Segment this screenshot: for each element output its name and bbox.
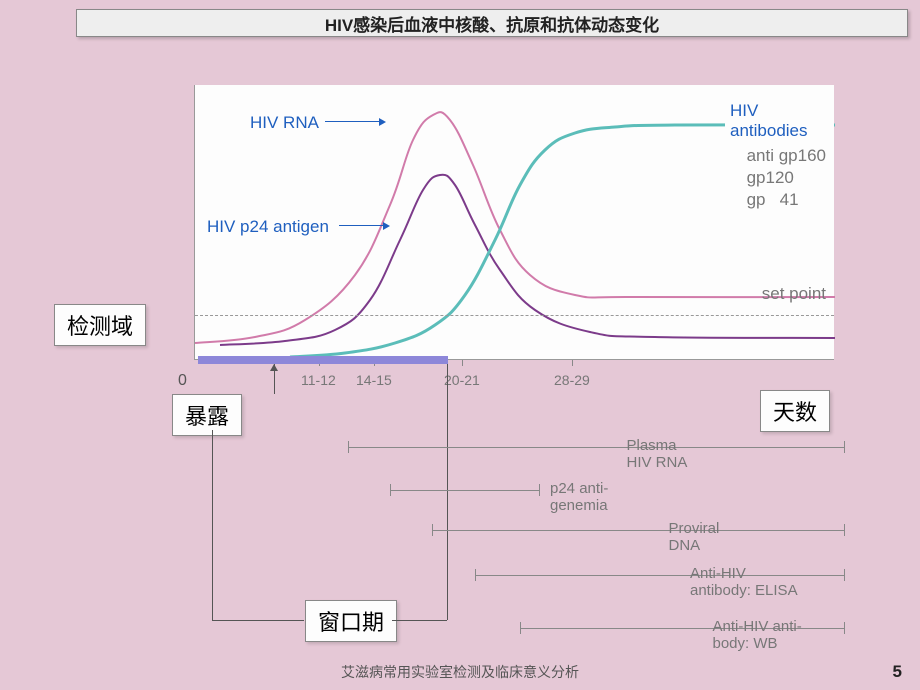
days-label: 天数 [760,390,830,432]
slide-title: HIV感染后血液中核酸、抗原和抗体动态变化 [325,11,659,36]
timeline-label: Anti-HIV anti-body: WB [713,618,802,652]
anti-gp-note: anti gp160 gp120 gp 41 [747,145,826,211]
p24-arrow [339,225,389,226]
x-tick-label: 14-15 [356,372,392,388]
timeline-bar [432,530,845,531]
x-tick-label: 20-21 [444,372,480,388]
detection-threshold-line [195,315,834,316]
window-connector-h-left [212,620,304,621]
window-label: 窗口期 [305,600,397,642]
exposure-arrowhead [270,364,278,371]
window-connector-h-right [392,620,447,621]
curve-p24 [220,175,835,345]
exposure-label: 暴露 [172,394,242,436]
timeline-label: ProviralDNA [669,520,720,554]
footer-text: 艾滋病常用实验室检测及临床意义分析 [0,662,920,682]
x-tick-label: 28-29 [554,372,590,388]
timeline-bar [390,490,540,491]
timeline-label: p24 anti-genemia [550,480,608,514]
timeline-label: Anti-HIVantibody: ELISA [690,565,798,599]
x-tick [572,360,573,366]
page-number: 5 [893,662,902,682]
x-tick-label: 11-12 [301,372,336,388]
p24-label: HIV p24 antigen [202,215,334,239]
timeline-label: PlasmaHIV RNA [627,437,688,471]
antibodies-label: HIV antibodies [725,99,834,143]
hiv-rna-label: HIV RNA [245,111,324,135]
window-connector-right [447,364,448,620]
window-period-bar [198,356,448,364]
setpoint-note: set point [762,283,826,305]
x-tick [462,360,463,366]
origin-label: 0 [178,372,187,390]
timeline-bar [348,447,845,448]
slide-title-bar: HIV感染后血液中核酸、抗原和抗体动态变化 [76,9,908,37]
chart-area: HIV RNA HIV p24 antigen HIV antibodies a… [194,85,834,360]
hiv-rna-arrow [325,121,385,122]
window-connector-left [212,430,213,620]
detection-domain-label: 检测域 [54,304,146,346]
